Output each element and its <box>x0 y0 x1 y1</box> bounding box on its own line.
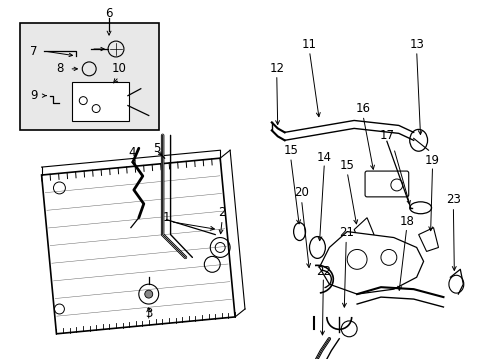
Text: 4: 4 <box>128 146 135 159</box>
Text: 13: 13 <box>408 37 423 50</box>
FancyBboxPatch shape <box>365 171 408 197</box>
Text: 7: 7 <box>30 45 37 58</box>
Text: 20: 20 <box>293 186 308 199</box>
Bar <box>20 23 158 130</box>
Text: 17: 17 <box>379 129 394 142</box>
Text: 22: 22 <box>315 265 330 278</box>
Text: 15: 15 <box>283 144 298 157</box>
Text: 18: 18 <box>399 215 413 228</box>
Text: 8: 8 <box>56 62 63 75</box>
Circle shape <box>144 290 152 298</box>
Text: 12: 12 <box>269 62 284 75</box>
Polygon shape <box>41 158 235 334</box>
Text: 3: 3 <box>145 307 152 320</box>
Text: 9: 9 <box>30 89 37 102</box>
Text: 11: 11 <box>302 37 316 50</box>
Text: 1: 1 <box>163 211 170 224</box>
FancyBboxPatch shape <box>72 82 129 121</box>
Text: 10: 10 <box>111 62 126 75</box>
Text: 21: 21 <box>338 226 353 239</box>
Text: 6: 6 <box>105 7 113 20</box>
Text: 23: 23 <box>445 193 460 206</box>
Text: 5: 5 <box>153 142 160 155</box>
Text: 16: 16 <box>355 102 370 115</box>
Text: 14: 14 <box>316 151 331 164</box>
Text: 15: 15 <box>339 159 354 172</box>
Polygon shape <box>319 231 423 294</box>
Text: 2: 2 <box>218 206 225 219</box>
Text: 19: 19 <box>424 154 439 167</box>
